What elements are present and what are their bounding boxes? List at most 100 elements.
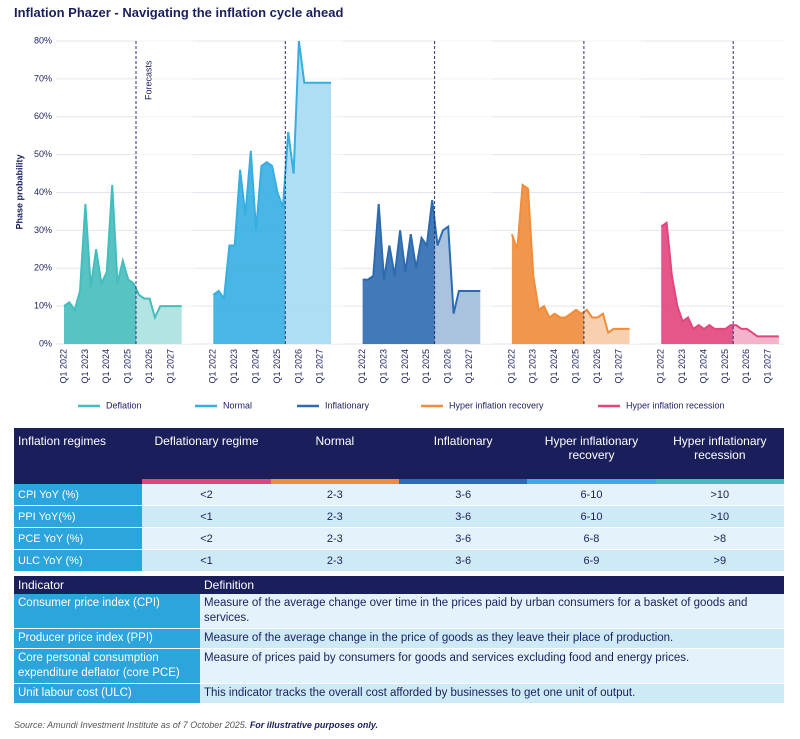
line: [362, 199, 481, 314]
cell: <1: [142, 549, 271, 572]
cell: 3-6: [398, 484, 528, 506]
x-tick-label: Q1 2024: [101, 349, 111, 384]
line: [510, 183, 630, 335]
header-row: Indicator Definition: [14, 576, 784, 594]
x-tick-label: Q1 2023: [528, 349, 538, 384]
row: Unit labour cost (ULC) This indicator tra…: [14, 683, 784, 704]
strip-cell: [398, 479, 528, 484]
cell: Measure of prices paid by consumers for …: [200, 648, 784, 684]
y-tick-label: 0%: [39, 338, 52, 348]
y-tick-label: 10%: [34, 301, 52, 311]
area: [511, 184, 630, 344]
header-cell: Normal: [270, 428, 399, 479]
row: PPI YoY(%) <1 2-3 3-6 6-10 >10: [14, 505, 784, 528]
regimes-table: Inflation regimes Deflationary regime Norm…: [14, 428, 784, 572]
chart-title: Inflation Phazer - Navigating the inflat…: [14, 5, 344, 20]
cell: >10: [655, 505, 784, 528]
cell: Consumer price index (CPI): [14, 594, 200, 629]
forecast-shade: [434, 39, 492, 344]
forecast-shade: [285, 39, 343, 344]
x-tick-label: Q1 2024: [698, 349, 708, 384]
cell: Measure of the average change over time …: [200, 594, 784, 629]
cell: >8: [655, 527, 784, 550]
x-tick-label: Q1 2025: [123, 349, 133, 384]
forecast-shade: [136, 39, 194, 344]
x-tick-label: Q1 2026: [144, 349, 154, 384]
x-tick-label: Q1 2027: [165, 349, 175, 384]
x-tick-label: Q1 2022: [357, 349, 367, 384]
strip-cell: [270, 479, 399, 484]
x-tick-label: Q1 2024: [549, 349, 559, 384]
cell: This indicator tracks the overall cost a…: [200, 683, 784, 704]
header-cell: Inflationary: [398, 428, 528, 479]
cell: PCE YoY (%): [14, 527, 143, 550]
header-cell: Definition: [200, 576, 784, 594]
x-tick-label: Q1 2026: [741, 349, 751, 384]
legend-label: Hyper inflation recession: [626, 400, 725, 410]
strip-cell: [527, 479, 656, 484]
cell: 6-10: [527, 484, 656, 506]
cell: 6-8: [527, 527, 656, 550]
cell: PPI YoY(%): [14, 505, 143, 528]
cell: 3-6: [398, 549, 528, 572]
cell: 2-3: [270, 527, 399, 550]
cell: 6-10: [527, 505, 656, 528]
row: Core personal consumption expenditure de…: [14, 648, 784, 684]
row: CPI YoY (%) <2 2-3 3-6 6-10 >10: [14, 484, 784, 506]
cell: <2: [142, 527, 271, 550]
cell: <2: [142, 484, 271, 506]
x-tick-label: Q1 2026: [592, 349, 602, 384]
cell: 3-6: [398, 505, 528, 528]
cell: Producer price index (PPI): [14, 628, 200, 649]
x-tick-label: Q1 2022: [58, 349, 68, 384]
forecast-shade: [583, 39, 642, 344]
x-tick-label: Q1 2027: [613, 349, 623, 384]
row: Producer price index (PPI) Measure of the…: [14, 628, 784, 649]
header-cell: Inflation regimes: [14, 428, 143, 479]
source-text: Source: Amundi Investment Institute as o…: [14, 720, 248, 730]
cell: Core personal consumption expenditure de…: [14, 648, 200, 684]
x-tick-label: Q1 2025: [720, 349, 730, 384]
x-tick-label: Q1 2023: [229, 349, 239, 384]
x-tick-label: Q1 2024: [400, 349, 410, 384]
cell: <1: [142, 505, 271, 528]
x-tick-label: Q1 2022: [506, 349, 516, 384]
header-cell: Hyper inflationary recession: [655, 428, 784, 479]
header-row: Inflation regimes Deflationary regime Norm…: [14, 428, 784, 479]
cell: 3-6: [398, 527, 528, 550]
x-tick-label: Q1 2026: [443, 349, 453, 384]
y-axis-title: Phase probability: [14, 154, 24, 229]
x-tick-label: Q1 2023: [677, 349, 687, 384]
row: ULC YoY (%) <1 2-3 3-6 6-9 >9: [14, 549, 784, 572]
x-tick-label: Q1 2023: [80, 349, 90, 384]
header-cell: Indicator: [14, 576, 200, 594]
cell: >9: [655, 549, 784, 572]
color-strip: [14, 479, 784, 484]
x-tick-label: Q1 2023: [378, 349, 388, 384]
x-tick-label: Q1 2027: [464, 349, 474, 384]
legend-label: Normal: [223, 400, 252, 410]
chart: 0% 10% 20% 30% 40% 50% 60% 70% 80% Phase probabil…: [14, 35, 785, 411]
annotation: Forecasts: [143, 60, 153, 100]
y-tick-label: 70%: [34, 73, 52, 83]
cell: >10: [655, 484, 784, 506]
indicators-table: Indicator Definition Consumer price index …: [14, 576, 784, 704]
line: [212, 40, 331, 302]
y-tick-label: 20%: [34, 263, 52, 273]
y-tick-label: 40%: [34, 187, 52, 197]
row: PCE YoY (%) <2 2-3 3-6 6-8 >8: [14, 527, 784, 550]
strip-cell: [142, 479, 271, 484]
x-tick-label: Q1 2027: [315, 349, 325, 384]
legend-label: Inflationary: [325, 400, 370, 410]
x-tick-label: Q1 2025: [570, 349, 580, 384]
header-cell: Deflationary regime: [142, 428, 271, 479]
cell: CPI YoY (%): [14, 484, 143, 506]
cell: 2-3: [270, 505, 399, 528]
cell: ULC YoY (%): [14, 549, 143, 572]
x-tick-label: Q1 2026: [293, 349, 303, 384]
x-tick-label: Q1 2027: [763, 349, 773, 384]
y-tick-label: 60%: [34, 111, 52, 121]
header-cell: Hyper inflationary recovery: [527, 428, 656, 479]
cell: 2-3: [270, 484, 399, 506]
